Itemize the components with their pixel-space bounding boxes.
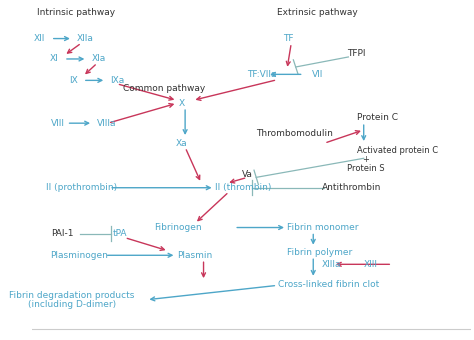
Text: Extrinsic pathway: Extrinsic pathway	[277, 8, 358, 17]
Text: X: X	[179, 99, 185, 108]
Text: Xa: Xa	[176, 139, 187, 149]
Text: Plasminogen: Plasminogen	[50, 251, 108, 260]
Text: Plasmin: Plasmin	[177, 251, 212, 260]
Text: PAI-1: PAI-1	[51, 229, 73, 238]
Text: VIII: VIII	[51, 119, 65, 128]
Text: Activated protein C: Activated protein C	[357, 146, 438, 155]
Text: IXa: IXa	[110, 76, 125, 85]
Text: VII: VII	[312, 70, 324, 79]
Text: VIIIa: VIIIa	[97, 119, 117, 128]
Text: XIa: XIa	[91, 54, 106, 64]
Text: +: +	[363, 155, 369, 165]
Text: Protein S: Protein S	[347, 164, 385, 173]
Text: Thrombomodulin: Thrombomodulin	[256, 130, 333, 138]
Text: Va: Va	[242, 170, 253, 178]
Text: Fibrin polymer: Fibrin polymer	[287, 248, 352, 257]
Text: Intrinsic pathway: Intrinsic pathway	[37, 8, 115, 17]
Text: XIII: XIII	[364, 260, 378, 269]
Text: Fibrin monomer: Fibrin monomer	[287, 223, 358, 232]
Text: Common pathway: Common pathway	[123, 84, 205, 92]
Text: XIIa: XIIa	[76, 34, 93, 43]
Text: IX: IX	[69, 76, 78, 85]
Text: II (prothrombin): II (prothrombin)	[46, 183, 117, 192]
Text: XIIIa: XIIIa	[322, 260, 342, 269]
Text: TFPI: TFPI	[347, 49, 366, 58]
Text: Fibrinogen: Fibrinogen	[155, 223, 202, 232]
Text: XII: XII	[34, 34, 46, 43]
Text: Protein C: Protein C	[357, 113, 398, 122]
Text: TF: TF	[283, 34, 293, 43]
Text: Cross-linked fibrin clot: Cross-linked fibrin clot	[278, 280, 379, 289]
Text: tPA: tPA	[112, 229, 127, 238]
Text: Fibrin degradation products: Fibrin degradation products	[9, 291, 135, 300]
Text: Antithrombin: Antithrombin	[322, 183, 382, 192]
Text: TF:VIIa: TF:VIIa	[247, 70, 277, 79]
Text: XI: XI	[50, 54, 59, 64]
Text: (including D-dimer): (including D-dimer)	[28, 300, 116, 309]
Text: II (thrombin): II (thrombin)	[215, 183, 271, 192]
